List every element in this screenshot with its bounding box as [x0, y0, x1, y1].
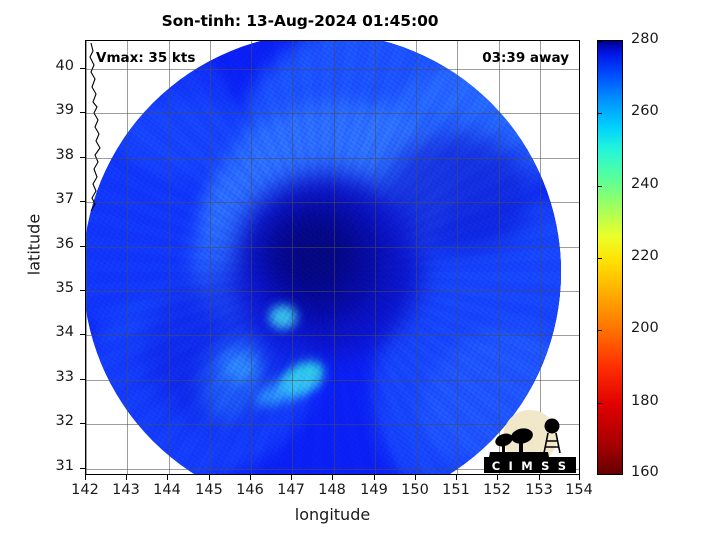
ytick-mark — [80, 423, 85, 425]
xtick-mark — [126, 475, 127, 480]
xtick-mark — [539, 475, 540, 480]
gridline-vertical — [539, 41, 541, 474]
vmax-annotation: Vmax: 35 kts — [96, 50, 196, 66]
plot-area: Vmax: 35 kts 03:39 away C I M S S — [85, 40, 580, 475]
colorbar-tick-label: 160 — [631, 464, 659, 480]
ytick-mark — [80, 201, 85, 203]
gridline-vertical — [168, 41, 170, 474]
ytick-label: 31 — [55, 457, 74, 474]
colorbar-tick-label: 280 — [631, 31, 659, 47]
xtick-mark — [167, 475, 168, 480]
ytick-label: 34 — [55, 324, 74, 341]
ytick-label: 37 — [55, 191, 74, 208]
xtick-mark — [209, 475, 210, 480]
ytick-mark — [80, 334, 85, 336]
xtick-mark — [579, 475, 580, 480]
colorbar-tick-mark — [597, 474, 602, 475]
ytick-mark — [80, 290, 85, 291]
ytick-label: 36 — [55, 235, 74, 252]
cimss-logo: C I M S S — [484, 410, 576, 473]
gridline-horizontal — [86, 424, 579, 426]
gridline-horizontal — [86, 335, 579, 337]
xtick-mark — [374, 475, 375, 480]
colorbar-tick-label: 260 — [631, 103, 659, 120]
cimss-logo-text: C I M S S — [492, 459, 569, 473]
ytick-label: 39 — [55, 102, 74, 119]
y-axis-label: latitude — [24, 213, 44, 276]
ytick-label: 32 — [55, 413, 74, 430]
gridline-vertical — [251, 41, 252, 474]
colorbar-tick-mark — [597, 113, 602, 115]
time-away-annotation: 03:39 away — [482, 50, 569, 66]
ytick-mark — [80, 467, 85, 469]
colorbar-tick-mark — [597, 257, 602, 259]
ytick-mark — [80, 245, 85, 247]
page-title: Son-tinh: 13-Aug-2024 01:45:00 — [161, 12, 439, 30]
ytick-mark — [80, 378, 85, 380]
gridline-horizontal — [86, 113, 579, 115]
gridline-vertical — [498, 41, 500, 474]
xtick-mark — [497, 475, 498, 480]
colorbar-tick-label: 180 — [631, 392, 659, 409]
ytick-mark — [80, 156, 85, 158]
xtick-mark — [85, 475, 86, 480]
swath-grain — [86, 41, 561, 474]
xtick-mark — [332, 475, 333, 480]
xtick-label: 146 — [236, 482, 264, 498]
ytick-mark — [80, 68, 85, 69]
satellite-swath-image — [86, 41, 561, 474]
ytick-label: 38 — [55, 146, 74, 163]
xtick-mark — [456, 475, 457, 480]
gridline-horizontal — [86, 157, 579, 159]
xtick-label: 148 — [318, 482, 346, 498]
gridline-horizontal — [86, 202, 579, 204]
gridline-horizontal — [86, 468, 579, 470]
ytick-label: 33 — [55, 368, 74, 385]
gridline-horizontal — [86, 246, 579, 248]
colorbar-tick-label: 240 — [631, 175, 659, 192]
colorbar-tick-mark — [597, 41, 602, 42]
xtick-label: 151 — [442, 482, 470, 498]
xtick-label: 147 — [277, 482, 305, 498]
xtick-mark — [291, 475, 292, 480]
xtick-label: 150 — [401, 482, 429, 498]
gridline-horizontal — [86, 69, 579, 70]
colorbar-tick-label: 200 — [631, 320, 659, 337]
ytick-label: 40 — [55, 58, 74, 74]
gridline-vertical — [416, 41, 417, 474]
xtick-label: 149 — [360, 482, 388, 498]
xtick-label: 144 — [153, 482, 181, 498]
xtick-mark — [250, 475, 251, 480]
xtick-label: 153 — [525, 482, 553, 498]
xtick-mark — [415, 475, 416, 480]
gridline-vertical — [580, 41, 581, 474]
gridline-vertical — [292, 41, 294, 474]
xtick-label: 143 — [112, 482, 140, 498]
colorbar-tick-label: 220 — [631, 247, 659, 264]
swath-texture — [86, 41, 561, 474]
xtick-label: 142 — [71, 482, 99, 498]
colorbar-tick-mark — [597, 330, 602, 332]
gridline-horizontal — [86, 379, 579, 381]
gridline-vertical — [333, 41, 335, 474]
gridline-vertical — [86, 41, 87, 474]
xtick-label: 145 — [195, 482, 223, 498]
gridline-vertical — [209, 41, 211, 474]
ytick-label: 35 — [55, 280, 74, 296]
gridline-horizontal — [86, 291, 579, 292]
gridline-vertical — [127, 41, 129, 474]
colorbar-tick-mark — [597, 185, 602, 187]
xtick-label: 152 — [483, 482, 511, 498]
ytick-mark — [80, 112, 85, 114]
gridline-vertical — [374, 41, 376, 474]
x-axis-label: longitude — [294, 505, 371, 524]
colorbar-tick-mark — [597, 402, 602, 404]
gridline-vertical — [457, 41, 459, 474]
xtick-label: 154 — [565, 482, 593, 498]
